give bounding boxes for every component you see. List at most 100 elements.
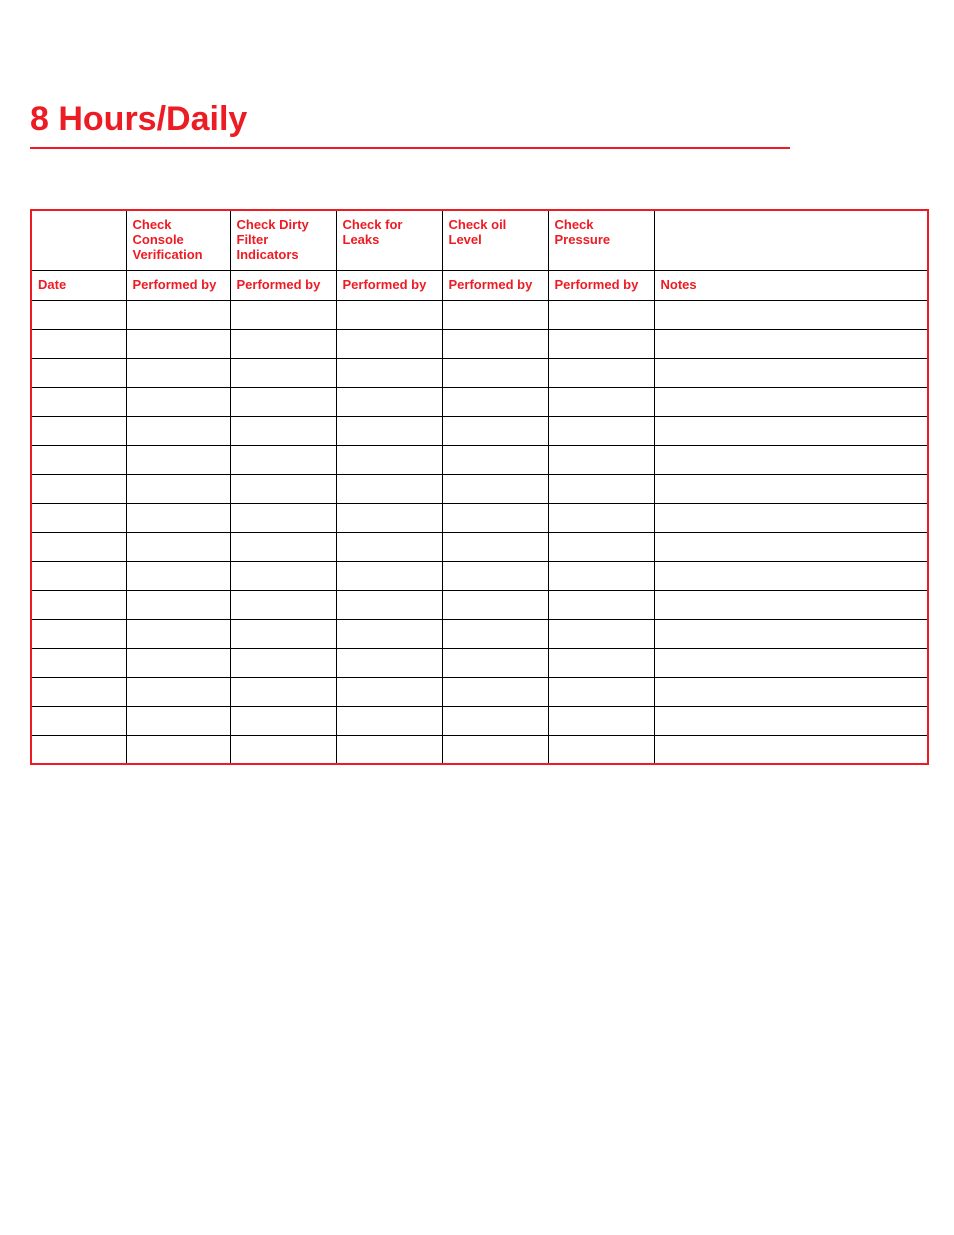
table-cell [230,329,336,358]
table-cell [31,416,126,445]
table-cell [31,503,126,532]
table-cell [654,300,928,329]
table-cell [31,474,126,503]
table-cell [442,735,548,764]
table-cell [654,706,928,735]
table-cell [548,648,654,677]
table-cell [126,387,230,416]
table-cell [31,561,126,590]
table-cell [548,561,654,590]
table-cell [654,387,928,416]
table-cell [548,416,654,445]
table-cell [126,445,230,474]
table-cell [230,677,336,706]
table-cell [548,300,654,329]
table-cell [230,474,336,503]
table-cell [442,648,548,677]
maintenance-log-table: Check Console Verification Check Dirty F… [30,209,929,765]
table-cell [126,619,230,648]
table-row [31,300,928,329]
table-cell [442,532,548,561]
table-cell [654,503,928,532]
table-cell [126,561,230,590]
table-cell [230,648,336,677]
table-cell [654,677,928,706]
table-cell [442,706,548,735]
table-header-row-1: Check Console Verification Check Dirty F… [31,210,928,270]
table-cell [31,706,126,735]
table-cell [126,735,230,764]
table-cell [654,735,928,764]
table-cell [442,445,548,474]
header-check-for-leaks: Check for Leaks [336,210,442,270]
table-row [31,735,928,764]
table-cell [126,474,230,503]
table-cell [230,358,336,387]
table-cell [442,300,548,329]
table-cell [336,648,442,677]
table-cell [230,387,336,416]
table-cell [442,619,548,648]
table-cell [442,590,548,619]
table-cell [442,387,548,416]
table-cell [654,561,928,590]
table-row [31,445,928,474]
table-cell [230,300,336,329]
table-cell [126,329,230,358]
table-cell [336,416,442,445]
page-title: 8 Hours/Daily [30,100,790,147]
table-cell [548,619,654,648]
table-cell [126,648,230,677]
table-cell [654,619,928,648]
header-blank-6 [654,210,928,270]
table-cell [442,677,548,706]
header-check-pressure: Check Pressure [548,210,654,270]
table-body [31,300,928,764]
table-row [31,706,928,735]
table-row [31,532,928,561]
table-cell [31,735,126,764]
table-cell [336,590,442,619]
table-cell [548,445,654,474]
table-cell [654,590,928,619]
table-cell [230,532,336,561]
table-cell [442,416,548,445]
table-cell [548,677,654,706]
table-cell [230,735,336,764]
header-performed-by-2: Performed by [230,270,336,300]
table-cell [31,300,126,329]
table-cell [126,532,230,561]
table-cell [336,445,442,474]
table-row [31,590,928,619]
header-performed-by-1: Performed by [126,270,230,300]
table-row [31,416,928,445]
table-row [31,329,928,358]
table-cell [31,532,126,561]
table-cell [654,358,928,387]
table-cell [336,329,442,358]
header-date: Date [31,270,126,300]
table-cell [31,445,126,474]
table-row [31,358,928,387]
table-cell [126,358,230,387]
table-cell [336,677,442,706]
table-cell [126,677,230,706]
table-cell [31,677,126,706]
table-cell [654,445,928,474]
header-performed-by-4: Performed by [442,270,548,300]
table-cell [336,503,442,532]
table-cell [654,329,928,358]
table-cell [548,706,654,735]
table-row [31,619,928,648]
table-cell [336,532,442,561]
table-cell [548,590,654,619]
table-cell [442,503,548,532]
table-cell [31,590,126,619]
table-row [31,474,928,503]
header-check-oil-level: Check oil Level [442,210,548,270]
header-performed-by-3: Performed by [336,270,442,300]
header-notes: Notes [654,270,928,300]
table-cell [230,590,336,619]
table-cell [31,329,126,358]
table-cell [230,503,336,532]
